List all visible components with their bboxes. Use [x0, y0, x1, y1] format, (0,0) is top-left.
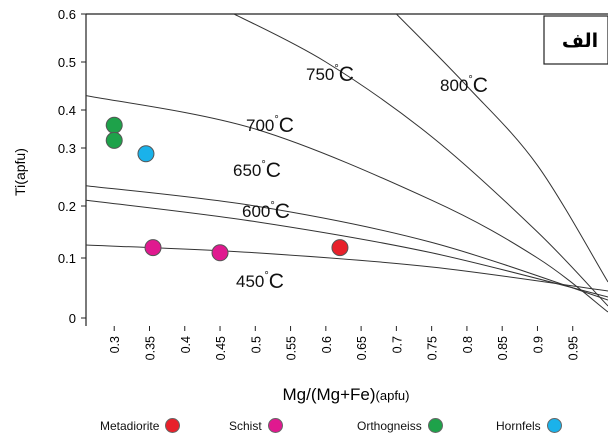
isotherm-450-label: 450°C [236, 270, 284, 293]
legend: Metadiorite Schist Orthogneiss Hornfels [0, 416, 608, 438]
isotherm-800-label: 800°C [440, 74, 488, 97]
legend-swatch [546, 418, 562, 433]
y-tick-label: 0.3 [58, 141, 76, 156]
legend-label: Orthogneiss [357, 418, 422, 433]
legend-label: Metadiorite [100, 418, 160, 433]
legend-label: Schist [229, 418, 262, 433]
x-tick-label: 0.75 [426, 336, 440, 360]
x-tick-label: 0.35 [143, 336, 157, 360]
x-tick-label: 0.7 [390, 336, 404, 353]
isotherm-650-label: 650°C [233, 159, 281, 182]
x-tick-label: 0.9 [531, 336, 545, 353]
y-axis-label: Ti(apfu) [12, 148, 28, 196]
isotherm-curves [86, 14, 608, 313]
legend-item-schist: Schist [229, 418, 283, 433]
x-tick-label: 0.95 [567, 336, 581, 360]
metadiorite-point [331, 239, 349, 257]
legend-swatch [427, 418, 443, 433]
orthogneiss-point [105, 116, 123, 134]
y-tick-label: 0.4 [58, 103, 76, 118]
x-tick-label: 0.5 [249, 336, 263, 353]
x-tick-label: 0.55 [285, 336, 299, 360]
x-tick-label: 0.4 [179, 336, 193, 353]
legend-item-orthogneiss: Orthogneiss [357, 418, 443, 433]
isotherm-700-label: 700°C [246, 114, 294, 137]
isotherm-750-label: 750°C [306, 63, 354, 86]
schist-point [144, 239, 162, 257]
data-points [105, 116, 349, 262]
x-tick-label: 0.3 [108, 336, 122, 353]
isotherm-650-curve [86, 185, 608, 301]
orthogneiss-point [105, 131, 123, 149]
y-tick-label: 0.6 [58, 7, 76, 22]
x-tick-label: 0.45 [214, 336, 228, 360]
legend-label: Hornfels [496, 418, 541, 433]
x-axis-label-unit: (apfu) [376, 388, 410, 403]
x-tick-label: 0.65 [355, 336, 369, 360]
legend-swatch [267, 418, 283, 433]
y-tick-label: 0.1 [58, 251, 76, 266]
y-tick-label: 0.2 [58, 199, 76, 214]
legend-swatch [165, 418, 181, 433]
title-box: الف [543, 15, 608, 65]
x-tick-label: 0.6 [320, 336, 334, 353]
isotherm-700-curve [86, 95, 608, 313]
schist-point [211, 244, 229, 262]
axis-ticks: 0 0.1 0.2 0.3 0.4 0.5 0.6 0.3 0.35 0.4 0.45 0.5 0.55… [58, 7, 581, 360]
x-axis-label: Mg/(Mg+Fe)(apfu) [282, 385, 409, 404]
legend-item-hornfels: Hornfels [496, 418, 562, 433]
x-tick-label: 0.85 [496, 336, 510, 360]
x-tick-label: 0.8 [461, 336, 475, 353]
isotherm-750-curve [233, 14, 608, 307]
hornfels-point [137, 145, 155, 163]
isotherm-600-label: 600°C [242, 200, 290, 223]
legend-item-metadiorite: Metadiorite [100, 418, 181, 433]
isotherm-labels: 450°C 600°C 650°C 700°C 750°C 800°C [233, 63, 488, 293]
plot-frame [85, 13, 608, 326]
y-tick-label: 0.5 [58, 55, 76, 70]
chart-title: الف [562, 30, 598, 52]
isotherm-800-curve [396, 14, 608, 283]
y-tick-label: 0 [69, 311, 76, 326]
x-axis-label-main: Mg/(Mg+Fe) [282, 385, 375, 404]
isotherm-600-curve [86, 199, 608, 298]
